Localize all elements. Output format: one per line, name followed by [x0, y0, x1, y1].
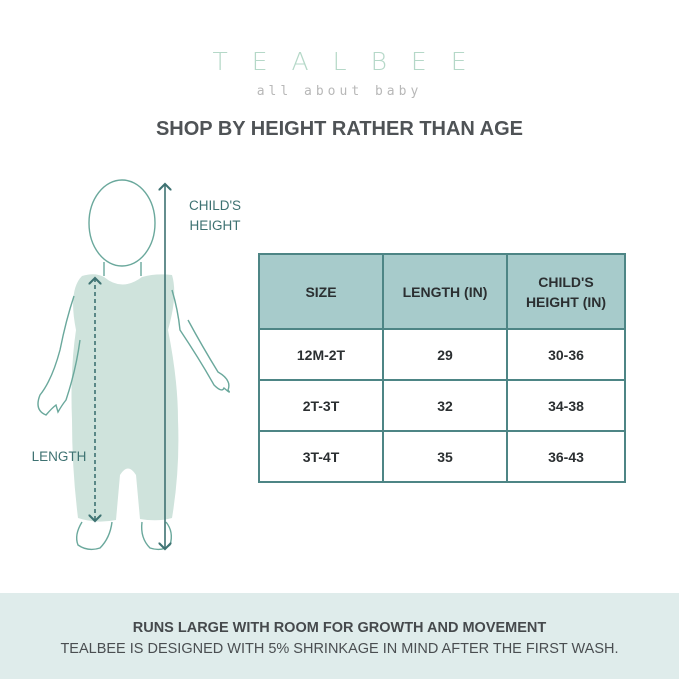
- footer-band: [0, 593, 679, 679]
- size-chart-table: SIZE LENGTH (IN) CHILD'S HEIGHT (IN) 12M…: [258, 253, 626, 483]
- cell-height: 34-38: [506, 379, 626, 432]
- footer-headline: RUNS LARGE WITH ROOM FOR GROWTH AND MOVE…: [132, 620, 547, 636]
- child-height-label-line1: CHILD'S: [188, 198, 242, 213]
- head-outline: [88, 179, 156, 267]
- cell-length: 32: [382, 379, 508, 432]
- child-figure-illustration: [37, 179, 231, 593]
- right-arm-outline: [171, 289, 231, 393]
- table-row: 3T-4T 35 36-43: [258, 430, 626, 483]
- cell-length: 29: [382, 328, 508, 381]
- cell-length: 35: [382, 430, 508, 483]
- footer-note: TEALBEE IS DESIGNED WITH 5% SHRINKAGE IN…: [60, 641, 619, 657]
- table-row: 12M-2T 29 30-36: [258, 328, 626, 381]
- cell-height: 30-36: [506, 328, 626, 381]
- header-child-height: CHILD'S HEIGHT (IN): [506, 253, 626, 330]
- table-row: 2T-3T 32 34-38: [258, 379, 626, 432]
- header-length: LENGTH (IN): [382, 253, 508, 330]
- cell-height: 36-43: [506, 430, 626, 483]
- child-height-label-line2: HEIGHT: [189, 218, 241, 233]
- right-foot-outline: [140, 521, 173, 551]
- page-title: SHOP BY HEIGHT RATHER THAN AGE: [155, 118, 524, 140]
- length-label: LENGTH: [31, 449, 87, 464]
- cell-size: 3T-4T: [258, 430, 384, 483]
- left-foot-outline: [75, 521, 113, 551]
- cell-size: 2T-3T: [258, 379, 384, 432]
- header-child-height-text: CHILD'S HEIGHT (IN): [525, 273, 607, 310]
- header-size: SIZE: [258, 253, 384, 330]
- romper-shape: [71, 274, 179, 522]
- brand-tagline: all about baby: [256, 84, 423, 99]
- left-arm-outline: [37, 295, 81, 416]
- child-height-label: CHILD'S HEIGHT: [176, 196, 254, 236]
- table-header-row: SIZE LENGTH (IN) CHILD'S HEIGHT (IN): [258, 253, 626, 330]
- cell-size: 12M-2T: [258, 328, 384, 381]
- brand-logo: TEALBEE: [212, 47, 491, 76]
